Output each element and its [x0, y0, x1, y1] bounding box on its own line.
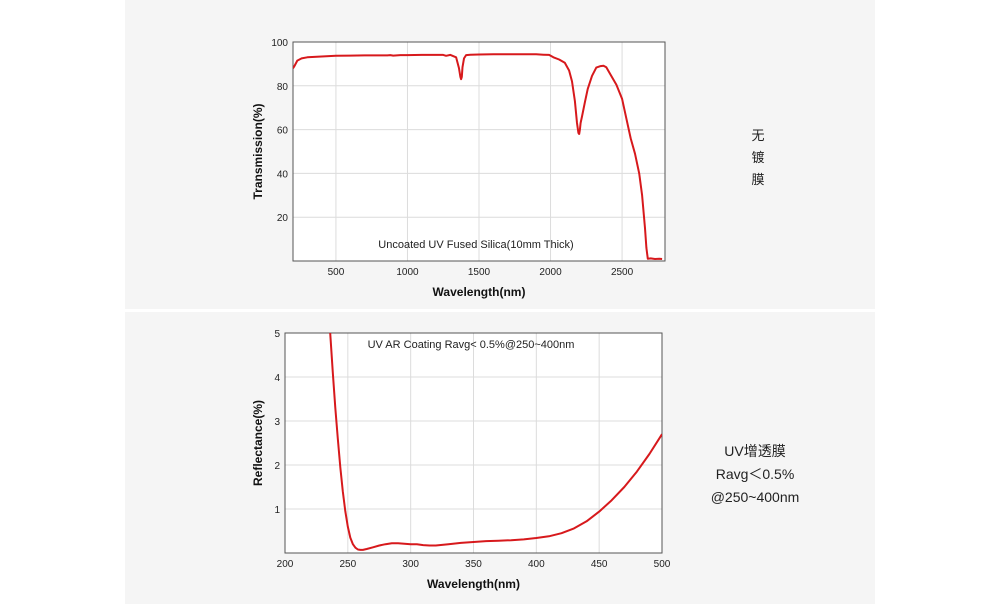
- reflectance-x-tick-label: 450: [591, 559, 608, 570]
- reflectance-y-axis-label: Reflectance(%): [251, 400, 265, 486]
- reflectance-y-tick-label: 1: [274, 505, 280, 516]
- reflectance-x-tick-label: 250: [339, 559, 356, 570]
- transmission-y-tick-label: 80: [277, 82, 289, 93]
- transmission-y-tick-label: 40: [277, 169, 289, 180]
- reflectance-x-tick-label: 500: [654, 559, 671, 570]
- transmission-y-tick-label: 60: [277, 126, 289, 137]
- reflectance-x-tick-label: 350: [465, 559, 482, 570]
- transmission-y-tick-label: 20: [277, 213, 289, 224]
- reflectance-plot-frame: [284, 332, 663, 554]
- reflectance-x-axis-label: Wavelength(nm): [427, 577, 520, 591]
- reflectance-y-tick-label: 2: [274, 461, 280, 472]
- reflectance-y-tick-label: 5: [274, 329, 280, 340]
- reflectance-annotation: UV AR Coating Ravg< 0.5%@250~400nm: [368, 339, 575, 351]
- transmission-chart-group: 500 1000 1500 2000 2500 20 40 60 80 100 Wavelength…: [251, 38, 666, 299]
- reflectance-y-tick-label: 3: [274, 417, 280, 428]
- reflectance-chart-group: 200 250 300 350 400 450 500 1 2 3 4 5 Wavelength(nm)…: [251, 329, 671, 591]
- coating-label-line-3: @250~400nm: [710, 489, 800, 505]
- transmission-series-line: [293, 53, 663, 260]
- transmission-x-tick-label: 500: [328, 267, 345, 278]
- transmission-x-axis-label: Wavelength(nm): [433, 285, 526, 299]
- reflectance-x-tick-label: 200: [277, 559, 294, 570]
- transmission-x-tick-label: 1500: [468, 267, 491, 278]
- reflectance-x-tick-label: 300: [402, 559, 419, 570]
- uncoated-label-line-3: 膜: [751, 172, 765, 187]
- reflectance-x-tick-label: 400: [528, 559, 545, 570]
- transmission-x-tick-label: 2000: [539, 267, 562, 278]
- reflectance-series-line: [329, 333, 662, 551]
- coating-label-line-1: UV增透膜: [724, 443, 786, 459]
- coating-label: UV增透膜 Ravg＜0.5% @250~400nm: [690, 440, 820, 509]
- coating-label-line-2: Ravg＜0.5%: [715, 466, 795, 482]
- transmission-x-tick-label: 1000: [396, 267, 419, 278]
- transmission-x-tick-label: 2500: [611, 267, 634, 278]
- transmission-y-axis-label: Transmission(%): [251, 103, 265, 199]
- uncoated-label-line-1: 无: [751, 128, 765, 143]
- reflectance-y-tick-label: 4: [274, 373, 280, 384]
- transmission-plot-frame: [292, 41, 666, 262]
- transmission-y-tick-label: 100: [271, 38, 288, 49]
- uncoated-label-line-2: 镀: [751, 150, 765, 165]
- uncoated-label: 无 镀 膜: [735, 125, 781, 191]
- transmission-annotation: Uncoated UV Fused Silica(10mm Thick): [378, 239, 573, 251]
